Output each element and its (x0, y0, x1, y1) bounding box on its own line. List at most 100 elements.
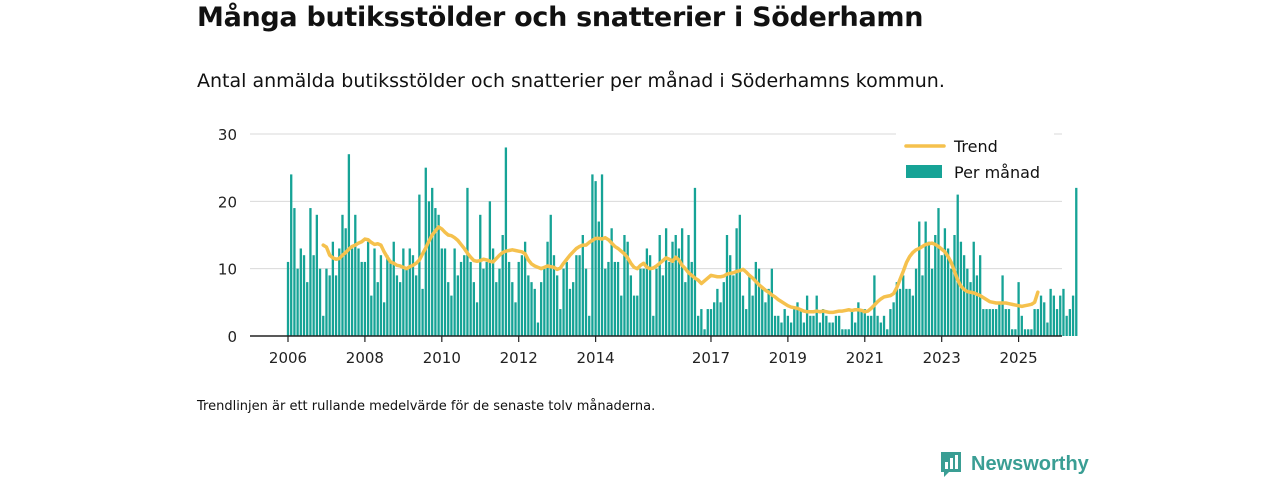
bar (956, 194, 959, 336)
bar (908, 288, 911, 336)
bar (552, 255, 556, 336)
y-tick-label: 10 (218, 261, 237, 279)
bar (623, 235, 626, 336)
newsworthy-logo[interactable]: Newsworthy (939, 450, 1089, 478)
bar (1052, 295, 1055, 336)
bar (1049, 288, 1052, 336)
bar (517, 261, 520, 336)
bar (363, 261, 367, 336)
trend-footnote: Trendlinjen är ett rullande medelvärde f… (197, 399, 656, 414)
bar (507, 261, 511, 336)
bar (1043, 302, 1046, 336)
bar (607, 261, 610, 336)
bar (943, 228, 947, 336)
bar (408, 248, 411, 336)
bar (424, 167, 427, 336)
bar (930, 268, 934, 336)
x-tick-label: 2019 (769, 349, 807, 367)
bar (495, 282, 498, 336)
bar (479, 214, 482, 336)
bar (427, 201, 431, 336)
bar (322, 315, 325, 336)
bar (716, 288, 719, 336)
bar (889, 309, 892, 336)
bar (370, 295, 373, 336)
bar (895, 282, 898, 336)
bar (418, 194, 421, 336)
bar (600, 174, 604, 336)
bar (386, 255, 389, 336)
bar (645, 248, 649, 336)
bar (732, 275, 735, 336)
bar (937, 208, 940, 336)
bar (450, 295, 453, 336)
bar (764, 302, 767, 336)
bar (527, 275, 530, 336)
bar (514, 302, 517, 336)
bar (575, 255, 578, 336)
bar (402, 248, 405, 336)
bar (796, 302, 799, 336)
bar (504, 147, 508, 336)
bar (661, 275, 665, 336)
bar (549, 214, 552, 336)
x-tick-label: 2017 (692, 349, 730, 367)
bar (847, 329, 850, 336)
bar (501, 235, 504, 336)
bar (629, 275, 633, 336)
bar (1068, 309, 1072, 336)
bar (722, 282, 725, 336)
bar (536, 322, 540, 336)
bar (879, 322, 882, 336)
bar (498, 268, 501, 336)
bar (972, 241, 975, 336)
bar (773, 315, 777, 336)
bar (828, 322, 831, 336)
bar (610, 228, 613, 336)
bar (783, 309, 786, 336)
bar (1027, 329, 1030, 336)
bar (841, 329, 844, 336)
bar (475, 302, 479, 336)
bar (594, 181, 597, 336)
bar (870, 315, 873, 336)
bar (866, 315, 870, 336)
bar (389, 261, 392, 336)
bar (344, 228, 347, 336)
bar (334, 275, 338, 336)
bar (921, 275, 924, 336)
bar (770, 268, 774, 336)
bar (668, 261, 671, 336)
bar (511, 282, 514, 336)
trend-line-group (321, 225, 1040, 315)
bar (539, 282, 543, 336)
bar (697, 315, 700, 336)
bar (892, 302, 895, 336)
bar (642, 268, 645, 336)
bar (572, 282, 575, 336)
legend: Trend Per månad (896, 130, 1054, 188)
bar (312, 255, 315, 336)
bar (882, 315, 886, 336)
bar (821, 309, 825, 336)
bar (491, 248, 495, 336)
bar (328, 275, 331, 336)
bar (975, 275, 979, 336)
bar (719, 302, 722, 336)
bar (347, 154, 351, 336)
bar (443, 248, 447, 336)
bar (664, 228, 668, 336)
bar (741, 295, 745, 336)
bar (1007, 309, 1011, 336)
bar (588, 315, 591, 336)
bar (325, 268, 328, 336)
bar (382, 302, 386, 336)
bar (786, 315, 790, 336)
bar (658, 235, 661, 336)
bar (818, 322, 822, 336)
bar (777, 315, 780, 336)
bar (1059, 295, 1062, 336)
bar (379, 255, 383, 336)
bar (293, 208, 296, 336)
bar (857, 302, 860, 336)
